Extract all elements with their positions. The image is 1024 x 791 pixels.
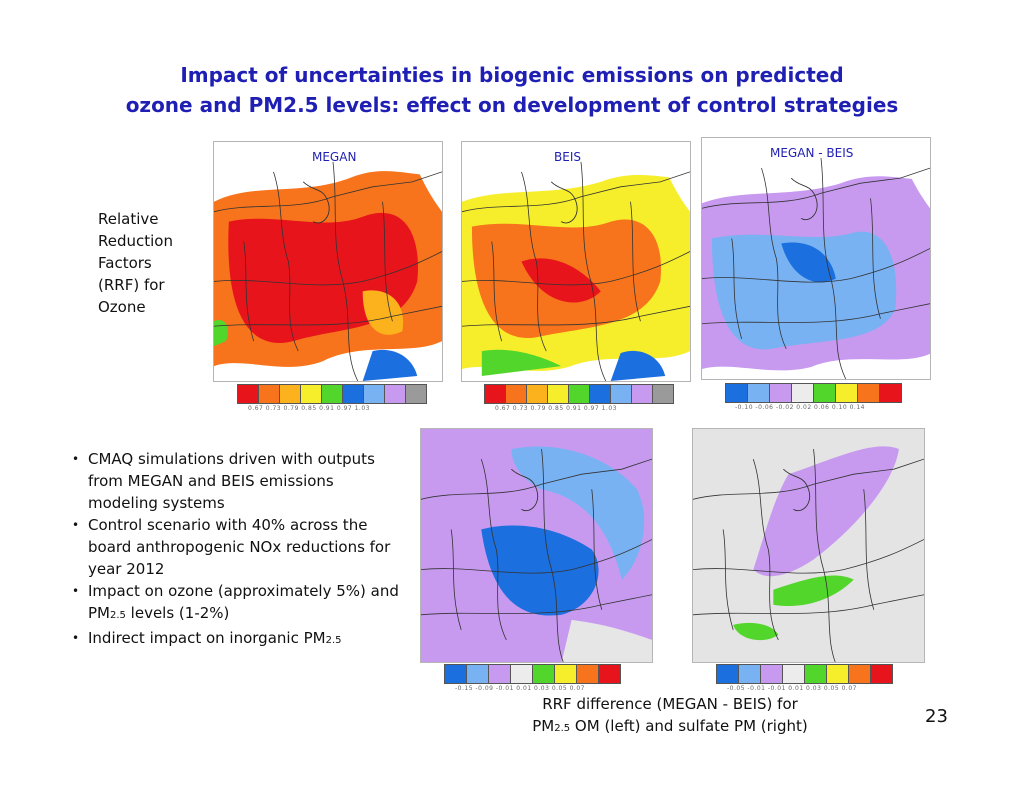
colorbar-swatch xyxy=(610,384,632,404)
colorbar-swatch xyxy=(363,384,385,404)
bullet-item: Indirect impact on inorganic PM2.5 xyxy=(68,627,403,652)
difference-colorbar-ticks: -0.10 -0.06 -0.02 0.02 0.06 0.10 0.14 xyxy=(735,404,865,411)
sulfate-colorbar-ticks: -0.05 -0.01 -0.01 0.01 0.03 0.05 0.07 xyxy=(727,685,857,692)
colorbar-swatch xyxy=(589,384,611,404)
colorbar-swatch xyxy=(870,664,893,684)
megan-beis-label: MEGAN - BEIS xyxy=(770,146,854,160)
colorbar-swatch xyxy=(444,664,467,684)
colorbar-swatch xyxy=(532,664,555,684)
bullet-item: CMAQ simulations driven with outputs fro… xyxy=(68,448,403,514)
side-label-line: Factors xyxy=(98,254,152,272)
title-line-2: ozone and PM2.5 levels: effect on develo… xyxy=(125,93,899,117)
bullet-item: Impact on ozone (approximately 5%) and P… xyxy=(68,580,403,627)
sulfate-difference-map xyxy=(692,428,925,663)
megan-colorbar xyxy=(237,384,427,404)
megan-beis-difference-map: MEGAN - BEIS xyxy=(701,137,931,380)
om-colorbar-ticks: -0.15 -0.09 -0.01 0.01 0.03 0.05 0.07 xyxy=(455,685,585,692)
colorbar-swatch xyxy=(568,384,590,404)
bullet-text: CMAQ simulations driven with outputs fro… xyxy=(88,450,375,512)
colorbar-swatch xyxy=(760,664,783,684)
colorbar-swatch xyxy=(300,384,322,404)
beis-colorbar-ticks: 0.67 0.73 0.79 0.85 0.91 0.97 1.03 xyxy=(495,405,617,412)
difference-colorbar xyxy=(725,383,902,403)
om-difference-map xyxy=(420,428,653,663)
side-label-line: Reduction xyxy=(98,232,173,250)
colorbar-swatch xyxy=(384,384,406,404)
megan-label: MEGAN xyxy=(312,150,357,164)
side-label-line: (RRF) for xyxy=(98,276,165,294)
bullet-text: Indirect impact on inorganic PM xyxy=(88,629,326,647)
bullet-list: CMAQ simulations driven with outputs fro… xyxy=(68,448,403,652)
side-label-line: Relative xyxy=(98,210,159,228)
colorbar-swatch xyxy=(879,383,902,403)
colorbar-swatch xyxy=(782,664,805,684)
caption-line-1: RRF difference (MEGAN - BEIS) for xyxy=(542,695,798,713)
bullet-text: levels (1-2%) xyxy=(125,604,230,622)
colorbar-swatch xyxy=(547,384,569,404)
colorbar-swatch xyxy=(258,384,280,404)
bullet-text: Control scenario with 40% across the boa… xyxy=(88,516,391,578)
slide-title: Impact of uncertainties in biogenic emis… xyxy=(0,60,1024,120)
title-line-1: Impact of uncertainties in biogenic emis… xyxy=(180,63,844,87)
colorbar-swatch xyxy=(804,664,827,684)
colorbar-swatch xyxy=(466,664,489,684)
colorbar-swatch xyxy=(725,383,748,403)
colorbar-swatch xyxy=(738,664,761,684)
colorbar-swatch xyxy=(321,384,343,404)
colorbar-swatch xyxy=(488,664,511,684)
colorbar-swatch xyxy=(484,384,506,404)
colorbar-swatch xyxy=(813,383,836,403)
maps-caption: RRF difference (MEGAN - BEIS) for PM2.5 … xyxy=(480,693,860,740)
colorbar-swatch xyxy=(505,384,527,404)
colorbar-swatch xyxy=(631,384,653,404)
colorbar-swatch xyxy=(857,383,880,403)
caption-text: PM xyxy=(532,717,555,735)
bullet-item: Control scenario with 40% across the boa… xyxy=(68,514,403,580)
colorbar-swatch xyxy=(769,383,792,403)
beis-colorbar xyxy=(484,384,674,404)
caption-line-2: PM2.5 OM (left) and sulfate PM (right) xyxy=(480,715,860,740)
colorbar-swatch xyxy=(554,664,577,684)
page-number: 23 xyxy=(925,706,948,727)
colorbar-swatch xyxy=(826,664,849,684)
colorbar-swatch xyxy=(510,664,533,684)
colorbar-swatch xyxy=(791,383,814,403)
colorbar-swatch xyxy=(848,664,871,684)
side-label-line: Ozone xyxy=(98,298,146,316)
beis-ozone-map: BEIS xyxy=(461,141,691,382)
colorbar-swatch xyxy=(526,384,548,404)
beis-label: BEIS xyxy=(554,150,581,164)
colorbar-swatch xyxy=(405,384,427,404)
colorbar-swatch xyxy=(716,664,739,684)
colorbar-swatch xyxy=(747,383,770,403)
colorbar-swatch xyxy=(835,383,858,403)
caption-text: OM (left) and sulfate PM (right) xyxy=(570,717,808,735)
megan-ozone-map: MEGAN xyxy=(213,141,443,382)
sulfate-colorbar xyxy=(716,664,893,684)
colorbar-swatch xyxy=(598,664,621,684)
bullet-subscript: 2.5 xyxy=(110,610,126,621)
megan-colorbar-ticks: 0.67 0.73 0.79 0.85 0.91 0.97 1.03 xyxy=(248,405,370,412)
bullet-subscript: 2.5 xyxy=(325,635,342,646)
colorbar-swatch xyxy=(342,384,364,404)
bullet-text: Impact on ozone (approximately 5%) and P… xyxy=(88,582,399,622)
colorbar-swatch xyxy=(279,384,301,404)
rrf-ozone-label: Relative Reduction Factors (RRF) for Ozo… xyxy=(98,208,188,318)
colorbar-swatch xyxy=(237,384,259,404)
om-colorbar xyxy=(444,664,621,684)
caption-subscript: 2.5 xyxy=(554,723,571,734)
colorbar-swatch xyxy=(576,664,599,684)
colorbar-swatch xyxy=(652,384,674,404)
